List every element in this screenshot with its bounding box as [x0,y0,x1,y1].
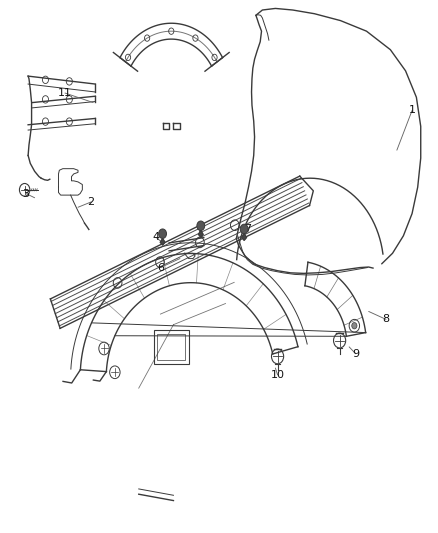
Text: 9: 9 [352,349,359,359]
Text: 3: 3 [22,189,29,198]
Text: 8: 8 [382,314,389,325]
Circle shape [159,229,166,238]
Text: 2: 2 [88,197,95,207]
Circle shape [352,322,357,329]
Polygon shape [198,231,203,237]
Bar [154,330,189,365]
Bar [157,334,185,360]
Text: 10: 10 [271,370,285,380]
Circle shape [240,224,248,233]
Text: 6: 6 [157,263,164,272]
Circle shape [197,221,205,231]
Text: 7: 7 [244,224,251,235]
Polygon shape [160,238,165,245]
Text: 5: 5 [196,222,203,232]
Polygon shape [242,233,247,240]
Text: 11: 11 [58,88,72,98]
Text: 4: 4 [152,232,160,243]
Text: 1: 1 [409,106,416,116]
